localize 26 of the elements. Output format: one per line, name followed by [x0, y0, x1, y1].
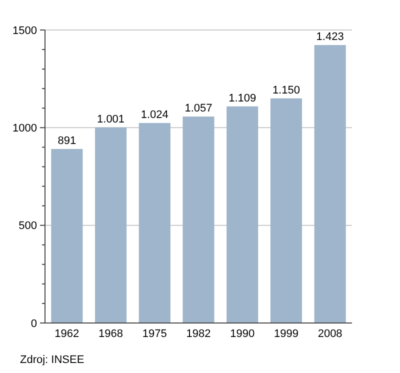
bar — [182, 116, 214, 323]
data-label: 1.057 — [184, 102, 212, 115]
data-label: 1.109 — [228, 92, 256, 104]
bar — [138, 122, 170, 323]
bar — [226, 106, 258, 323]
text: Zdroj: INSEE — [20, 354, 84, 366]
x-tick-label: 1968 — [98, 328, 124, 340]
bar — [51, 148, 83, 323]
data-label: 891 — [58, 134, 76, 147]
x-tick-label: 1999 — [274, 328, 298, 340]
data-label: 1.001 — [97, 113, 125, 126]
y-tick-label: 1500 — [12, 24, 37, 37]
data-label: 1.423 — [316, 31, 344, 44]
data-label: 1.150 — [272, 84, 300, 96]
y-tick-label: 0 — [30, 318, 37, 330]
x-tick-label: 1982 — [186, 328, 211, 340]
data-label: 1.024 — [140, 108, 168, 121]
x-tick-label: 1962 — [54, 328, 80, 340]
x-tick-label: 1990 — [230, 328, 255, 340]
bar — [270, 98, 302, 323]
y-tick-label: 500 — [18, 220, 37, 232]
bar — [94, 127, 127, 323]
x-tick-label: 1975 — [142, 328, 167, 340]
bar — [314, 45, 346, 323]
y-tick-label: 1000 — [12, 122, 37, 135]
x-tick-label: 2008 — [318, 328, 342, 340]
